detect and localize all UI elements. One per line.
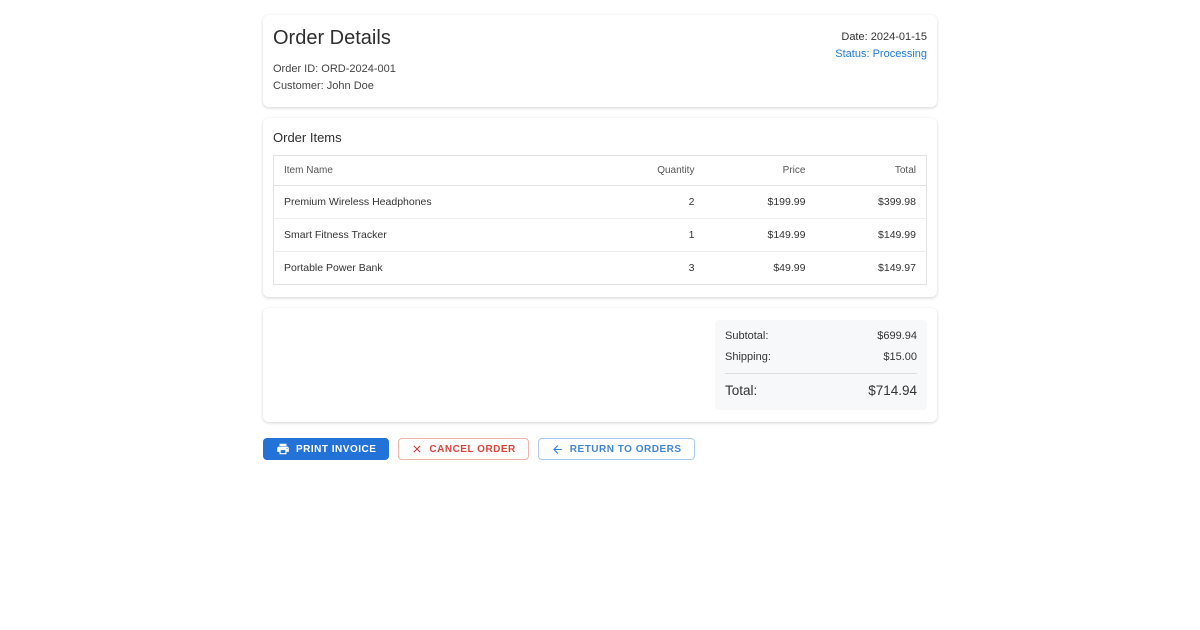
order-id-text: Order ID: ORD-2024-001 bbox=[273, 63, 396, 75]
item-name-cell: Premium Wireless Headphones bbox=[273, 185, 614, 220]
subtotal-value: $699.94 bbox=[877, 330, 917, 343]
item-total-cell: $149.99 bbox=[815, 218, 927, 253]
return-to-orders-label: Return to Orders bbox=[569, 443, 682, 455]
cancel-order-label: Cancel Order bbox=[429, 443, 516, 455]
print-invoice-label: Print Invoice bbox=[296, 443, 377, 455]
order-status-text: Status: Processing bbox=[835, 47, 927, 60]
order-items-table: Item Name Quantity Price Total Premium W… bbox=[273, 155, 927, 286]
item-quantity-cell: 1 bbox=[613, 218, 705, 253]
order-date-text: Date: 2024-01-15 bbox=[841, 31, 927, 43]
order-header-right: Date: 2024-01-15 Status: Processing bbox=[835, 27, 927, 62]
cancel-order-button[interactable]: Cancel Order bbox=[398, 438, 529, 461]
summary-box: Subtotal: $699.94 Shipping: $15.00 Total… bbox=[715, 320, 927, 411]
shipping-value: $15.00 bbox=[883, 351, 917, 364]
item-quantity-cell: 2 bbox=[613, 185, 705, 220]
order-header-left: Order Details Order ID: ORD-2024-001 Cus… bbox=[273, 27, 396, 95]
column-header-item-name: Item Name bbox=[273, 155, 614, 187]
page-title: Order Details bbox=[273, 27, 391, 49]
item-name-cell: Smart Fitness Tracker bbox=[273, 218, 614, 253]
total-label: Total: bbox=[725, 383, 758, 399]
customer-text: Customer: John Doe bbox=[273, 80, 374, 93]
item-price-cell: $149.99 bbox=[704, 218, 816, 253]
return-to-orders-button[interactable]: Return to Orders bbox=[537, 438, 695, 461]
subtotal-label: Subtotal: bbox=[725, 330, 769, 343]
total-value: $714.94 bbox=[868, 383, 917, 399]
item-total-cell: $399.98 bbox=[815, 185, 927, 220]
summary-divider bbox=[725, 373, 917, 375]
print-invoice-button[interactable]: Print Invoice bbox=[263, 438, 390, 461]
item-name-cell: Portable Power Bank bbox=[284, 262, 383, 275]
subtotal-row: Subtotal: $699.94 bbox=[725, 330, 917, 342]
column-header-price: Price bbox=[704, 155, 816, 187]
item-price-cell: $49.99 bbox=[773, 262, 806, 275]
printer-icon bbox=[276, 442, 290, 456]
total-row: Total: $714.94 bbox=[725, 383, 917, 398]
action-buttons: Print Invoice Cancel Order Return to Ord… bbox=[263, 438, 937, 461]
table-row: Premium Wireless Headphones 2 $199.99 $3… bbox=[273, 185, 927, 220]
shipping-label: Shipping: bbox=[725, 351, 771, 364]
column-header-total: Total bbox=[815, 155, 927, 187]
item-price-cell: $199.99 bbox=[704, 185, 816, 220]
order-items-card: Order Items Item Name Quantity Price Tot… bbox=[263, 118, 937, 298]
order-summary-card: Subtotal: $699.94 Shipping: $15.00 Total… bbox=[263, 308, 937, 423]
arrow-left-icon bbox=[551, 443, 564, 456]
shipping-row: Shipping: $15.00 bbox=[725, 351, 917, 363]
table-row: Portable Power Bank 3 $49.99 $149.97 bbox=[274, 252, 927, 285]
column-header-quantity: Quantity bbox=[613, 155, 705, 187]
order-items-title: Order Items bbox=[273, 130, 342, 146]
item-quantity-cell: 3 bbox=[688, 262, 695, 275]
table-row: Smart Fitness Tracker 1 $149.99 $149.99 bbox=[273, 218, 927, 253]
order-header-card: Order Details Order ID: ORD-2024-001 Cus… bbox=[263, 15, 937, 108]
table-header-row: Item Name Quantity Price Total bbox=[273, 155, 927, 187]
order-details-page: Order Details Order ID: ORD-2024-001 Cus… bbox=[263, 15, 937, 461]
x-icon bbox=[411, 443, 423, 455]
item-total-cell: $149.97 bbox=[878, 262, 916, 275]
